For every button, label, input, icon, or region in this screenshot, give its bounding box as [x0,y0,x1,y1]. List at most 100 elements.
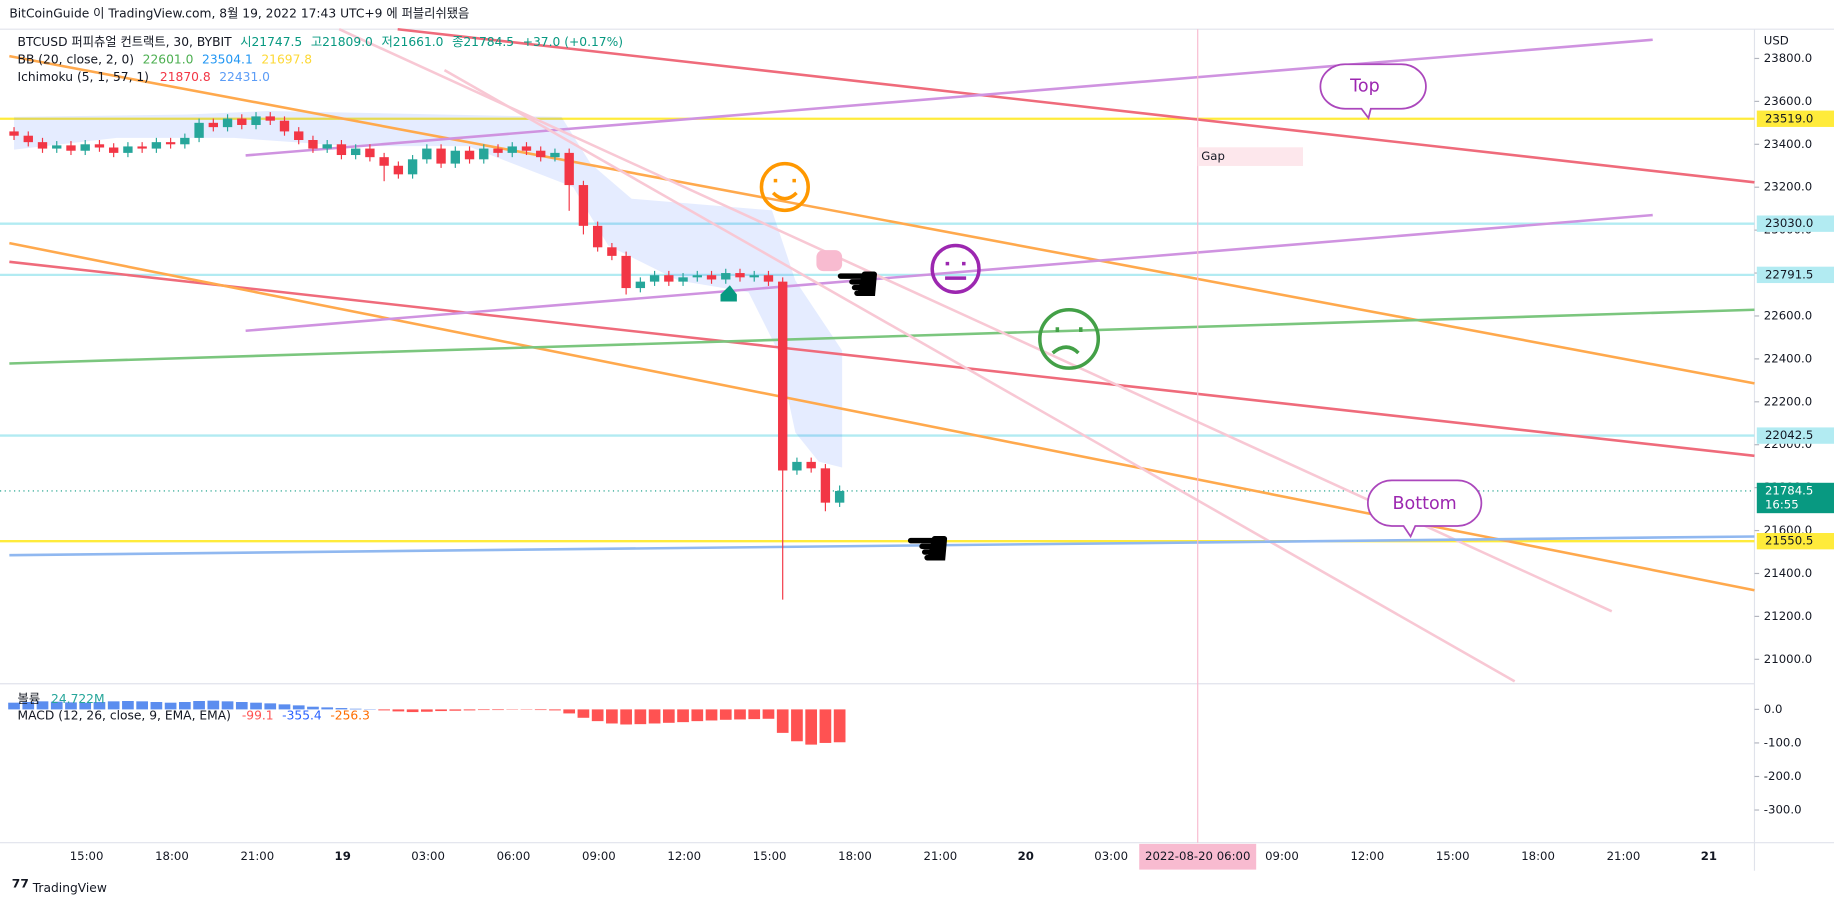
y-tick-label: 23800.0 [1764,51,1812,65]
macd-bar [776,709,789,733]
candle-body [778,281,788,471]
y-tick-label: 21200.0 [1764,609,1812,623]
levels [0,117,1755,543]
candle-body [9,131,19,136]
macd-bar [662,709,675,723]
volume-value: 24.722M [51,691,105,705]
macd-name: MACD (12, 26, close, 9, EMA, EMA) [18,708,231,722]
candle-body [763,275,774,282]
level-label: 23030.0 [1765,216,1813,230]
candle-body [664,275,674,282]
y-tick-label: 0.0 [1764,702,1783,716]
candle-body [493,148,503,153]
macd-bar [335,708,348,710]
macd-bar [378,709,390,711]
ohlc: 종21784.5 [452,35,514,49]
macd-bar [150,702,163,710]
y-tick-label: 21000.0 [1764,652,1812,666]
level-time: 16:55 [1765,497,1799,511]
candle-body [165,142,176,145]
x-tick-label: 03:00 [1094,849,1128,863]
trend-line [397,27,1755,184]
candle-body [635,281,646,289]
candle-body [706,275,717,280]
footer: TradingView [32,881,107,895]
sad-face [1038,307,1101,370]
candle-body [151,142,162,149]
candle-body [407,159,418,175]
macd-bar [705,709,718,721]
macd-legend: MACD (12, 26, close, 9, EMA, EMA) -99.1 … [18,708,370,722]
y-tick-label: 23600.0 [1764,94,1812,108]
x-tick-label: 12:00 [667,849,701,863]
x-tick-label: 09:00 [1265,849,1299,863]
y-tick-label: 23200.0 [1764,180,1812,194]
candle-body [806,461,816,469]
candle-body [279,120,290,132]
candle-body [137,146,147,149]
candle-body [735,273,745,278]
macd-bar [833,709,846,743]
macd-bar [549,709,561,711]
macd-value: -99.1 [242,708,274,722]
happy-face-features [771,178,798,201]
macd-bar [634,709,647,725]
candle-body [564,152,574,186]
candle-body [792,461,802,471]
macd-bar [193,701,205,710]
macd-bar [606,709,618,724]
macd-bar [136,701,148,710]
bb-name: BB (20, close, 2, 0) [18,52,135,66]
candle-body [550,152,560,158]
macd-bar [292,705,305,710]
candle-body [649,275,660,282]
y-tick-label: 22600.0 [1764,308,1812,322]
candle-body [251,116,261,125]
x-tick-label: 21 [1701,849,1717,863]
ichimoku-legend: Ichimoku (5, 1, 57, 1) 21870.8 22431.0 [18,70,270,84]
x-tick-label: 21:00 [924,849,958,863]
top-label: Top [1349,76,1380,96]
macd-bar [321,707,334,710]
volume-name: 볼륨 [18,691,41,705]
macd-bar [691,709,704,722]
ichimoku-name: Ichimoku (5, 1, 57, 1) [18,70,149,84]
trend-line [9,308,1755,365]
gap-label: Gap [1201,149,1225,163]
macd-bar [278,704,291,710]
hand-icon: ☚ [903,516,951,579]
macd-bar [221,701,234,710]
candle-body [393,165,404,175]
trend-line [9,260,1755,458]
ohlc: 시21747.5 [240,35,302,49]
macd-bar [264,703,277,710]
macd-bar [65,702,77,710]
macd-bar [734,709,746,720]
hand-icon: ☚ [833,252,881,315]
level-tag [1756,110,1834,127]
x-tick-label: 15:00 [1436,849,1470,863]
crosshair-tag [1139,843,1257,870]
trend-line [245,38,1653,157]
candle-body [521,146,532,151]
macd-bar [36,701,49,710]
candle-body [365,148,375,158]
candle-body [350,148,361,156]
candle-body [94,144,105,148]
candle-body [692,275,702,278]
header: BitCoinGuide 이 TradingView.com, 8월 19, 2… [9,7,469,21]
x-tick-label: 15:00 [70,849,104,863]
candle-body [678,277,688,282]
candle-body [308,140,318,149]
trend-line [245,213,1653,333]
macd-bar [235,702,248,710]
x-tick-label: 12:00 [1350,849,1384,863]
y-tick-label: 23400.0 [1764,137,1812,151]
macd-bar [122,701,134,710]
x-tick-label: 03:00 [411,849,445,863]
macd-bar [349,708,362,710]
top-bubble [1319,63,1427,121]
candle-body [208,122,218,128]
